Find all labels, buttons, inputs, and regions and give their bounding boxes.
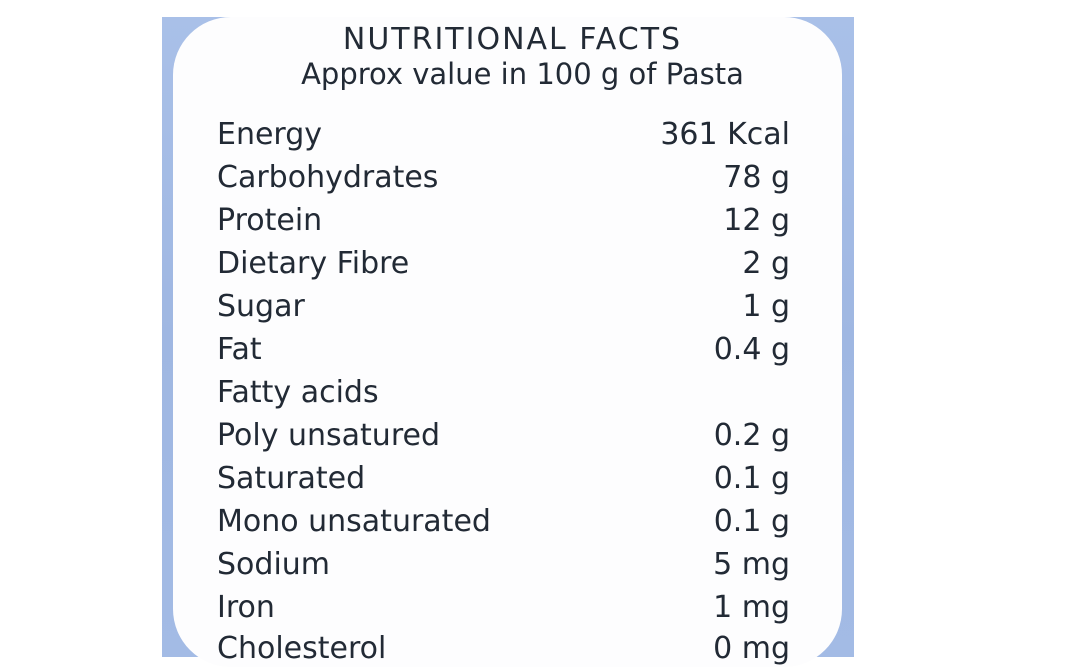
nutrient-value: 0 mg bbox=[713, 631, 790, 666]
nutrient-row-iron: Iron 1 mg bbox=[173, 590, 842, 630]
nutrition-label: NUTRITIONAL FACTS Approx value in 100 g … bbox=[173, 17, 842, 667]
nutrient-name: Carbohydrates bbox=[217, 160, 439, 195]
nutrient-name: Iron bbox=[217, 590, 275, 625]
nutrient-value: 0.1 g bbox=[713, 504, 790, 539]
nutrient-name: Cholesterol bbox=[217, 631, 387, 666]
nutrient-row-mono-unsaturated: Mono unsaturated 0.1 g bbox=[173, 504, 842, 544]
nutrient-name: Dietary Fibre bbox=[217, 246, 410, 281]
nutrient-row-carbohydrates: Carbohydrates 78 g bbox=[173, 160, 842, 200]
nutrient-name: Poly unsatured bbox=[217, 418, 440, 453]
nutrient-name: Sodium bbox=[217, 547, 331, 582]
nutrient-row-cholesterol: Cholesterol 0 mg bbox=[173, 631, 842, 671]
nutrient-row-sodium: Sodium 5 mg bbox=[173, 547, 842, 587]
nutrient-row-poly-unsatured: Poly unsatured 0.2 g bbox=[173, 418, 842, 458]
nutrient-value: 0.1 g bbox=[713, 461, 790, 496]
nutrient-value: 2 g bbox=[742, 246, 790, 281]
nutrient-name: Energy bbox=[217, 117, 323, 152]
nutrient-name: Mono unsaturated bbox=[217, 504, 491, 539]
label-subtitle: Approx value in 100 g of Pasta bbox=[301, 57, 744, 91]
nutrient-name: Fat bbox=[217, 332, 262, 367]
nutrient-value: 0.2 g bbox=[713, 418, 790, 453]
nutrient-row-fat: Fat 0.4 g bbox=[173, 332, 842, 372]
nutrient-row-dietary-fibre: Dietary Fibre 2 g bbox=[173, 246, 842, 286]
nutrient-value: 5 mg bbox=[713, 547, 790, 582]
nutrient-value: 12 g bbox=[723, 203, 790, 238]
nutrient-row-sugar: Sugar 1 g bbox=[173, 289, 842, 329]
nutrient-row-saturated: Saturated 0.1 g bbox=[173, 461, 842, 501]
nutrient-value: 0.4 g bbox=[713, 332, 790, 367]
nutrient-name: Protein bbox=[217, 203, 323, 238]
nutrient-row-fatty-acids: Fatty acids bbox=[173, 375, 842, 415]
nutrient-row-energy: Energy 361 Kcal bbox=[173, 117, 842, 157]
nutrient-name: Saturated bbox=[217, 461, 366, 496]
nutrient-value: 361 Kcal bbox=[660, 117, 790, 152]
label-title: NUTRITIONAL FACTS bbox=[342, 22, 683, 57]
nutrient-name: Sugar bbox=[217, 289, 305, 324]
nutrient-name: Fatty acids bbox=[217, 375, 379, 410]
nutrient-value: 1 g bbox=[742, 289, 790, 324]
nutrient-value: 1 mg bbox=[713, 590, 790, 625]
nutrient-row-protein: Protein 12 g bbox=[173, 203, 842, 243]
nutrient-value: 78 g bbox=[723, 160, 790, 195]
